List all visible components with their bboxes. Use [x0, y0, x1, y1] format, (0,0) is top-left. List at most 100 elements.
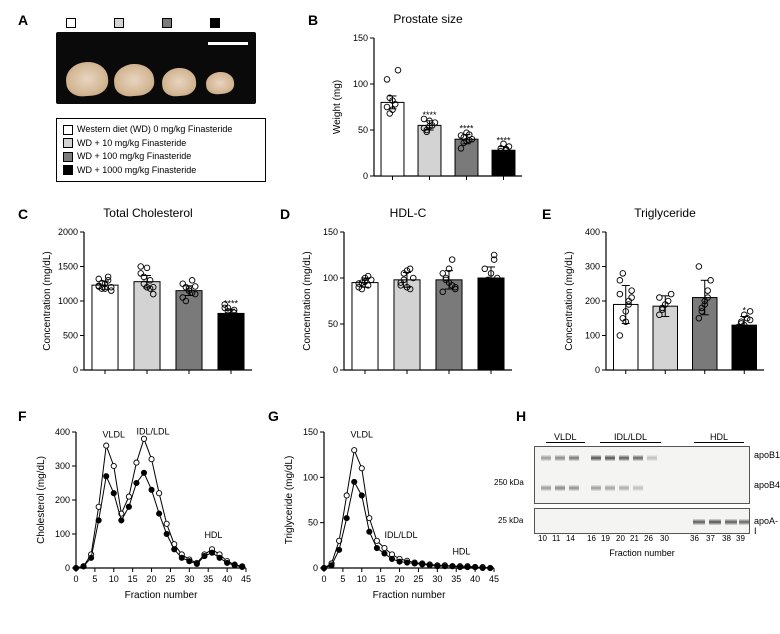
svg-text:10: 10	[357, 574, 367, 584]
svg-text:Weight (mg): Weight (mg)	[332, 80, 343, 134]
svg-text:*: *	[742, 306, 746, 316]
frac-n: 21	[630, 534, 639, 543]
frac-n: 30	[660, 534, 669, 543]
panel-label-b: B	[308, 12, 318, 28]
frac-n: 39	[736, 534, 745, 543]
frac-n: 36	[690, 534, 699, 543]
svg-text:45: 45	[489, 574, 499, 584]
legend-item-0: Western diet (WD) 0 mg/kg Finasteride	[77, 124, 232, 134]
mw-25: 25 kDa	[498, 516, 523, 525]
frac-n: 20	[616, 534, 625, 543]
chart-title-d: HDL-C	[298, 206, 518, 220]
svg-text:0: 0	[73, 574, 78, 584]
svg-text:Concentration (mg/dL): Concentration (mg/dL)	[42, 251, 53, 351]
svg-text:15: 15	[376, 574, 386, 584]
svg-text:0: 0	[595, 365, 600, 375]
frac-n: 16	[587, 534, 596, 543]
svg-text:Fraction number: Fraction number	[125, 590, 198, 601]
frac-n: 19	[601, 534, 610, 543]
svg-text:40: 40	[470, 574, 480, 584]
chart-title-c: Total Cholesterol	[38, 206, 258, 220]
scale-bar	[208, 42, 248, 45]
svg-text:HDL: HDL	[204, 530, 222, 540]
bar-chart-prostate-size: 050100150Weight (mg)************	[328, 28, 528, 188]
svg-text:5: 5	[92, 574, 97, 584]
bar-chart-triglyceride: 0100200300400Concentration (mg/dL)*	[560, 222, 770, 382]
panel-label-e: E	[542, 206, 551, 222]
svg-text:400: 400	[585, 227, 600, 237]
svg-text:100: 100	[353, 79, 368, 89]
western-blot: VLDL IDL/LDL HDL apoB100 apoB48 250 kDa	[528, 432, 778, 558]
svg-text:50: 50	[308, 518, 318, 528]
treatment-legend: Western diet (WD) 0 mg/kg Finasteride WD…	[56, 118, 266, 182]
chart-title-b: Prostate size	[328, 12, 528, 26]
blot-label-apoai: apoA-I	[754, 516, 778, 536]
svg-text:45: 45	[241, 574, 251, 584]
svg-text:0: 0	[65, 563, 70, 573]
prostate-photo	[56, 32, 256, 104]
svg-text:1000: 1000	[58, 296, 78, 306]
blot-xlabel: Fraction number	[534, 548, 750, 558]
svg-text:35: 35	[451, 574, 461, 584]
svg-text:30: 30	[184, 574, 194, 584]
blot-label-apob100: apoB100	[754, 450, 780, 460]
svg-text:200: 200	[55, 495, 70, 505]
frac-n: 37	[706, 534, 715, 543]
svg-text:VLDL: VLDL	[102, 429, 125, 439]
line-chart-cholesterol-fractions: 0100200300400051015202530354045Cholester…	[32, 422, 252, 602]
frac-n: 10	[538, 534, 547, 543]
svg-text:500: 500	[63, 331, 78, 341]
panel-label-g: G	[268, 408, 279, 424]
svg-text:20: 20	[147, 574, 157, 584]
panel-label-f: F	[18, 408, 27, 424]
svg-text:1500: 1500	[58, 262, 78, 272]
svg-text:150: 150	[353, 33, 368, 43]
bar-chart-total-cholesterol: 0500100015002000Concentration (mg/dL)***…	[38, 222, 258, 382]
svg-text:VLDL: VLDL	[350, 429, 373, 439]
svg-text:****: ****	[459, 124, 474, 134]
svg-text:50: 50	[328, 319, 338, 329]
svg-text:Triglyceride (mg/dL): Triglyceride (mg/dL)	[284, 456, 295, 545]
svg-text:150: 150	[323, 227, 338, 237]
svg-text:0: 0	[313, 563, 318, 573]
blot-region-hdl: HDL	[694, 432, 744, 443]
svg-text:25: 25	[413, 574, 423, 584]
svg-text:IDL/LDL: IDL/LDL	[136, 427, 169, 437]
svg-text:300: 300	[55, 461, 70, 471]
svg-text:2000: 2000	[58, 227, 78, 237]
svg-text:50: 50	[358, 125, 368, 135]
svg-text:40: 40	[222, 574, 232, 584]
mw-250: 250 kDa	[494, 478, 524, 487]
blot-region-idlldl: IDL/LDL	[600, 432, 661, 443]
svg-text:100: 100	[323, 273, 338, 283]
svg-text:15: 15	[128, 574, 138, 584]
legend-item-3: WD + 1000 mg/kg Finasteride	[77, 165, 196, 175]
svg-text:35: 35	[203, 574, 213, 584]
svg-text:200: 200	[585, 296, 600, 306]
frac-n: 26	[644, 534, 653, 543]
svg-text:400: 400	[55, 427, 70, 437]
panel-label-d: D	[280, 206, 290, 222]
bar-chart-hdl-c: 0 50 100 150 Concentration (mg/dL)	[298, 222, 518, 382]
figure-root: A Western diet (WD) 0 mg/kg Finasteride …	[8, 8, 772, 626]
svg-text:100: 100	[303, 472, 318, 482]
frac-n: 14	[566, 534, 575, 543]
svg-text:Fraction number: Fraction number	[373, 590, 446, 601]
svg-text:25: 25	[165, 574, 175, 584]
svg-text:0: 0	[333, 365, 338, 375]
svg-text:30: 30	[432, 574, 442, 584]
svg-text:0: 0	[363, 171, 368, 181]
svg-text:0: 0	[73, 365, 78, 375]
svg-text:Concentration (mg/dL): Concentration (mg/dL)	[302, 251, 313, 351]
legend-item-2: WD + 100 mg/kg Finasteride	[77, 151, 191, 161]
panel-label-a: A	[18, 12, 28, 28]
blot-region-vldl: VLDL	[546, 432, 585, 443]
panel-label-h: H	[516, 408, 526, 424]
svg-text:100: 100	[585, 331, 600, 341]
svg-text:HDL: HDL	[452, 546, 470, 556]
svg-text:150: 150	[303, 427, 318, 437]
frac-n: 11	[552, 534, 560, 543]
svg-text:Concentration (mg/dL): Concentration (mg/dL)	[564, 251, 575, 351]
chart-title-e: Triglyceride	[560, 206, 770, 220]
svg-text:Cholesterol (mg/dL): Cholesterol (mg/dL)	[36, 456, 47, 544]
